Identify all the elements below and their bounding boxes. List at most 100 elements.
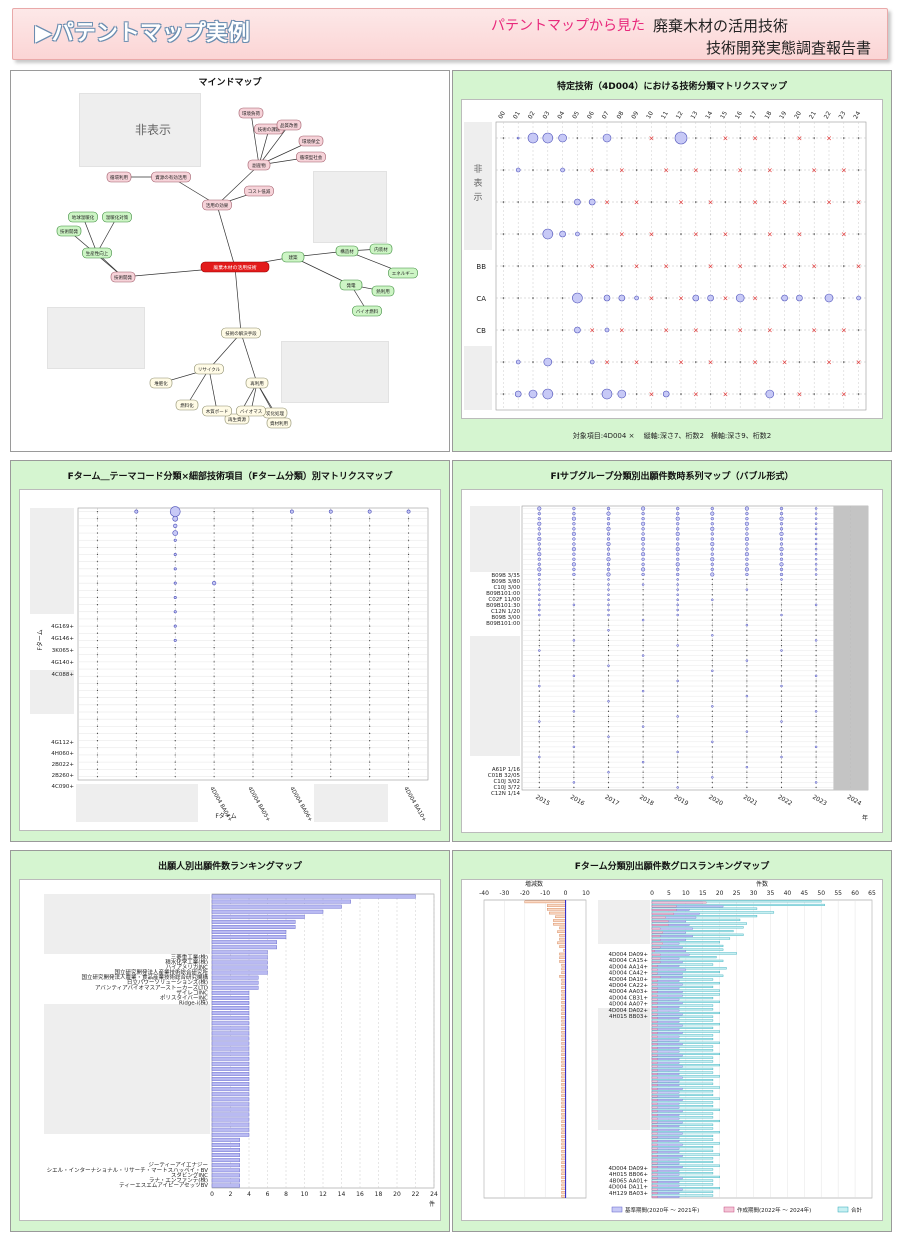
- bubble: [607, 781, 610, 783]
- fterm-label: 4D004 DA09+: [609, 952, 649, 958]
- bubble: [330, 546, 332, 548]
- bar: [211, 1102, 250, 1107]
- period-bar: [651, 950, 655, 952]
- bubble: [711, 736, 713, 738]
- bubble: [607, 695, 610, 697]
- bubble: [330, 596, 332, 599]
- matrix2-panel: Fターム＿テーマコード分類×細部技術項目（Fターム分類）別マトリクスマップ 4G…: [10, 460, 450, 842]
- bubble: [135, 747, 137, 749]
- mindmap-node: [202, 405, 232, 417]
- bubble: [573, 649, 575, 652]
- bubble: [815, 715, 817, 718]
- bubble: [779, 511, 784, 516]
- bubble: [407, 632, 410, 634]
- bubble: [291, 532, 293, 534]
- bubble: [814, 517, 818, 520]
- bubble: [814, 547, 818, 551]
- bubble: [174, 646, 176, 649]
- matrix1-title: 特定技術（4D004）における技術分類マトリクスマップ: [557, 82, 787, 92]
- bubble: [173, 581, 177, 585]
- dot: [650, 169, 653, 171]
- total-bar: [651, 1116, 714, 1119]
- cross-mark: ×: [708, 199, 714, 207]
- dot: [532, 361, 534, 363]
- period-bar: [651, 1132, 658, 1135]
- bubble: [780, 665, 783, 667]
- mindmap-link: [240, 332, 258, 384]
- bubble: [711, 766, 713, 768]
- bubble: [538, 608, 541, 612]
- bubble: [641, 583, 645, 586]
- bubble: [779, 552, 784, 556]
- year-label: 2017: [604, 794, 621, 808]
- bubble: [607, 735, 610, 738]
- bubble: [538, 655, 540, 657]
- cross-mark: ×: [841, 327, 847, 335]
- period-bar: [651, 1076, 658, 1079]
- bubble: [815, 771, 817, 773]
- bubble: [573, 705, 575, 707]
- row-label: C02F 11/00: [488, 597, 520, 603]
- bubble: [642, 644, 644, 647]
- bubble: [675, 516, 680, 521]
- dot: [813, 137, 815, 139]
- cross-mark: ×: [663, 167, 669, 175]
- bubble: [328, 509, 333, 514]
- cross-mark: ×: [856, 359, 862, 367]
- bubble: [607, 598, 610, 602]
- bar: [211, 965, 268, 970]
- bubble: [291, 546, 293, 548]
- bubble: [538, 613, 541, 617]
- bar: [211, 1072, 250, 1076]
- applicant-label: 積水化学工業(株): [165, 958, 208, 966]
- bubble: [607, 771, 610, 774]
- bubble: [676, 583, 679, 586]
- dot: [783, 393, 786, 395]
- diff-bar: [561, 1131, 566, 1135]
- dot: [547, 329, 549, 331]
- bubble: [369, 689, 371, 692]
- bubble: [573, 670, 575, 672]
- bubble: [135, 646, 137, 649]
- bubble: [407, 732, 410, 735]
- dot: [532, 297, 534, 299]
- period-bar: [651, 972, 658, 975]
- bubble: [814, 552, 818, 556]
- bubble: [676, 511, 680, 516]
- bubble: [607, 720, 610, 723]
- bubble: [642, 715, 644, 718]
- bubble: [369, 539, 371, 541]
- total-bar: [651, 967, 727, 970]
- page-header: ▶パテントマップ実例 パテントマップから見た 廃棄木材の活用技術 技術開発実態調…: [12, 8, 888, 60]
- bubble: [677, 710, 679, 712]
- total-bar: [651, 933, 744, 936]
- bubble: [573, 609, 575, 611]
- bubble: [252, 675, 254, 677]
- bubble: [642, 746, 644, 748]
- bubble: [135, 761, 137, 763]
- bubble: [607, 655, 610, 657]
- bubble: [330, 754, 332, 756]
- bubble: [677, 731, 679, 733]
- diff-bar: [547, 908, 566, 911]
- period-bar: [651, 1050, 658, 1053]
- bubble: [174, 561, 176, 563]
- mindmap-node-label: エネルギー: [392, 271, 415, 277]
- bubble: [606, 532, 611, 536]
- x-tick-label: 2: [229, 1191, 233, 1198]
- bubble: [710, 562, 714, 566]
- dot: [724, 265, 727, 267]
- mindmap-center-label: 廃棄木材の活用技術: [213, 264, 256, 271]
- dot: [576, 361, 579, 363]
- hidden-label: 非: [473, 163, 482, 175]
- bubble: [676, 750, 679, 754]
- bubble: [606, 567, 611, 572]
- period-bar: [651, 909, 677, 911]
- bubble: [516, 136, 520, 140]
- total-bar: [651, 1034, 714, 1037]
- bubble: [96, 632, 99, 634]
- bubble: [607, 746, 610, 748]
- dot: [517, 265, 519, 267]
- bar: [211, 1016, 250, 1021]
- bubble: [574, 326, 581, 334]
